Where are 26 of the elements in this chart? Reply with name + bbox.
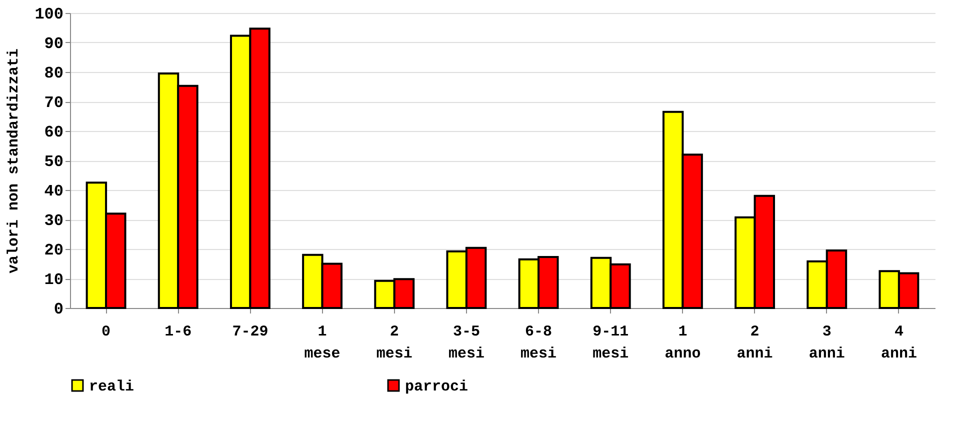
x-tick-label: 3 anni: [808, 324, 845, 362]
x-tick-label: 1 anno: [664, 324, 701, 362]
y-tick-label: 50: [44, 153, 64, 171]
x-tick-label: 7-29: [232, 324, 268, 340]
y-tick-label: 10: [44, 271, 64, 289]
x-tick-label: 1-6: [164, 324, 192, 340]
y-tick-label: 40: [44, 182, 64, 200]
y-tick-label: 100: [34, 6, 64, 24]
x-tick-label: 1 mese: [304, 324, 340, 362]
y-axis-title: valori non standardizzati: [6, 48, 23, 274]
x-tick-label: 2 anni: [736, 324, 773, 362]
y-tick-label: 70: [44, 94, 64, 112]
x-tick-label: 4 anni: [880, 324, 917, 362]
y-tick-label: 20: [44, 242, 64, 260]
y-tick-label: 80: [44, 64, 64, 82]
y-tick-label: 60: [44, 124, 64, 142]
y-tick-label: 30: [44, 212, 64, 230]
x-tick-label: 6-8 mesi: [520, 324, 557, 362]
legend-label: parroci: [405, 378, 468, 396]
y-tick-label: 90: [44, 35, 64, 53]
x-tick-label: 9-11 mesi: [592, 324, 629, 362]
legend-label: reali: [89, 378, 134, 396]
x-tick-label: 0: [102, 324, 111, 340]
x-tick-label: 3-5 mesi: [448, 324, 484, 362]
y-tick-label: 0: [54, 300, 64, 318]
x-tick-label: 2 mesi: [376, 324, 412, 362]
